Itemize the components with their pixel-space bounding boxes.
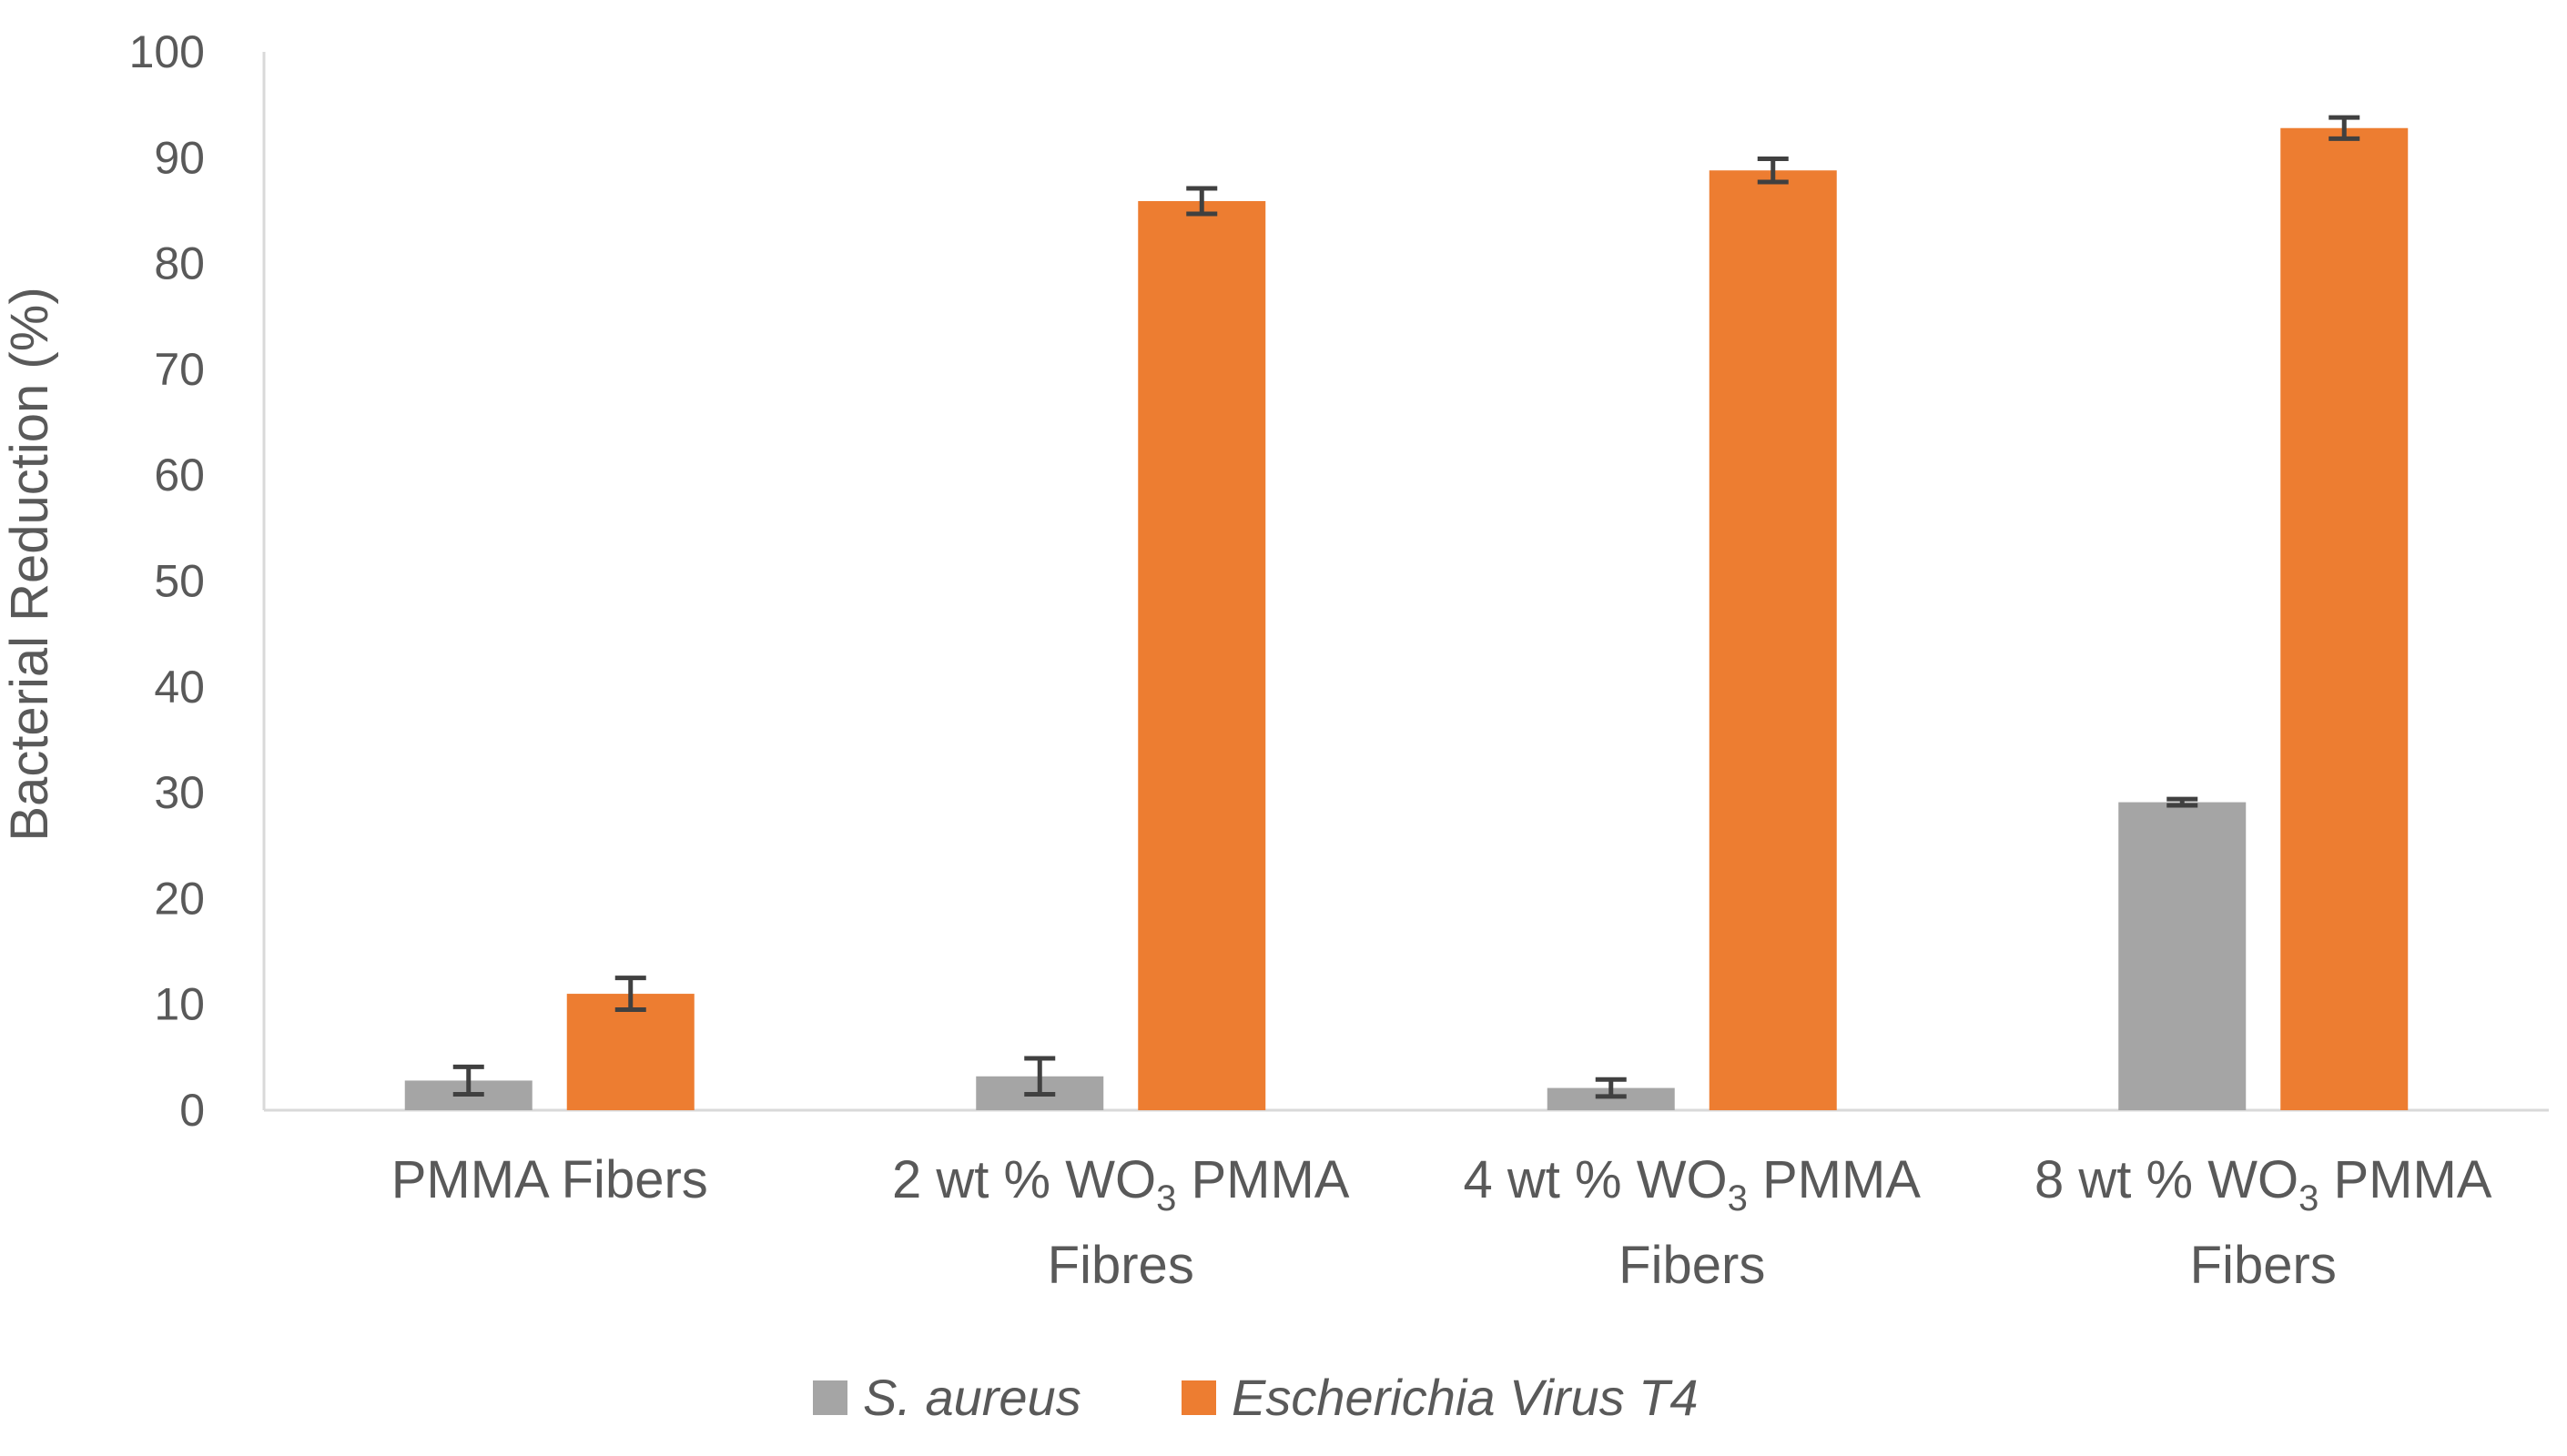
- y-tick-label: 40: [154, 662, 205, 713]
- bar-t4-0: [566, 994, 695, 1110]
- label-part: PMMA: [2318, 1150, 2491, 1209]
- y-tick-label: 30: [154, 767, 205, 818]
- label-subscript: 3: [2298, 1178, 2318, 1218]
- x-category-label: Fibers: [1618, 1236, 1765, 1295]
- label-part: Fibers: [2190, 1236, 2337, 1295]
- y-tick-label: 10: [154, 979, 205, 1030]
- error-bar: [1186, 186, 1218, 217]
- bar-t4-2: [1709, 170, 1837, 1111]
- y-tick-label: 20: [154, 873, 205, 924]
- x-category-label: Fibres: [1048, 1236, 1194, 1295]
- legend-swatch: [1182, 1380, 1216, 1415]
- y-tick-label: 100: [129, 26, 205, 77]
- y-axis-label: Bacterial Reduction (%): [0, 287, 59, 841]
- label-part: PMMA: [1748, 1150, 1921, 1209]
- y-tick-label: 80: [154, 238, 205, 289]
- error-bar: [2166, 796, 2198, 808]
- error-bars: [452, 115, 2360, 1099]
- error-bar: [1024, 1056, 1056, 1097]
- label-part: PMMA: [1176, 1150, 1349, 1209]
- x-category-label: 2 wt % WO3 PMMA: [892, 1150, 1350, 1218]
- label-part: 8 wt % WO: [2034, 1150, 2298, 1209]
- x-category-label: Fibers: [2190, 1236, 2337, 1295]
- x-category-label: 4 wt % WO3 PMMA: [1464, 1150, 1922, 1218]
- label-part: PMMA Fibers: [391, 1150, 708, 1209]
- label-part: Fibers: [1618, 1236, 1765, 1295]
- bars: [404, 127, 2409, 1111]
- x-category-label: 8 wt % WO3 PMMA: [2034, 1150, 2492, 1218]
- y-tick-label: 60: [154, 450, 205, 500]
- legend-label: S. aureus: [863, 1369, 1081, 1426]
- error-bar: [1595, 1077, 1627, 1099]
- bar-t4-3: [2280, 127, 2409, 1111]
- bar-s-aureus-3: [2118, 802, 2247, 1110]
- legend-label: Escherichia Virus T4: [1232, 1369, 1699, 1426]
- label-subscript: 3: [1728, 1178, 1748, 1218]
- y-tick-label: 0: [179, 1085, 205, 1136]
- y-tick-label: 50: [154, 556, 205, 607]
- y-axis-ticks: 0 10 20 30 40 50 60 70 80 90 100: [129, 26, 205, 1136]
- x-category-label: PMMA Fibers: [391, 1150, 708, 1209]
- label-part: Fibres: [1048, 1236, 1194, 1295]
- error-bar: [2329, 115, 2360, 141]
- legend: S. aureus Escherichia Virus T4: [813, 1369, 1699, 1426]
- error-bar: [1757, 156, 1789, 185]
- y-tick-label: 70: [154, 344, 205, 395]
- label-subscript: 3: [1156, 1178, 1176, 1218]
- error-bar: [452, 1064, 484, 1097]
- y-tick-label: 90: [154, 132, 205, 183]
- bar-t4-1: [1138, 200, 1266, 1110]
- label-part: 4 wt % WO: [1464, 1150, 1728, 1209]
- legend-swatch: [813, 1380, 847, 1415]
- label-part: 2 wt % WO: [892, 1150, 1156, 1209]
- error-bar: [614, 976, 646, 1013]
